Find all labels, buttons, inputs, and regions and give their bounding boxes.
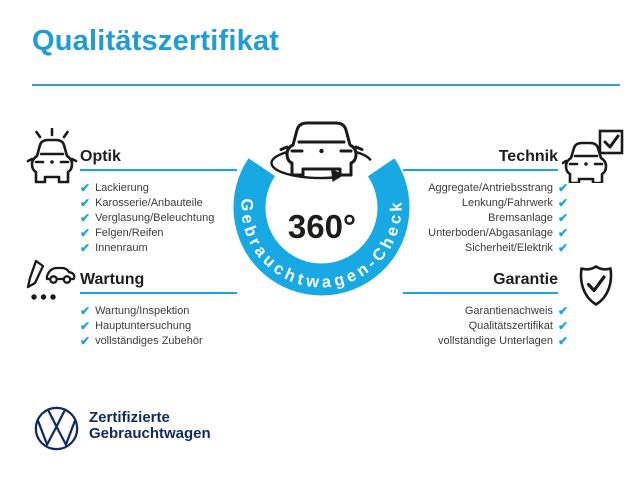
list-item: ✔ Innenraum — [80, 241, 214, 256]
list-item-label: Lackierung — [95, 181, 149, 194]
car-checkbox-icon — [562, 129, 624, 183]
check-icon: ✔ — [557, 210, 568, 225]
list-item: Lenkung/Fahrwerk ✔ — [340, 195, 568, 210]
car-shine-icon — [26, 128, 78, 184]
list-item: Aggregate/Antriebsstrang ✔ — [340, 180, 568, 195]
rotation-arrow-head — [331, 168, 344, 182]
check-icon: ✔ — [80, 318, 91, 333]
page-title: Qualitätszertifikat — [32, 25, 280, 57]
wartung-checklist: ✔ Wartung/Inspektion ✔ Hauptuntersuchung ✔… — [80, 303, 203, 349]
list-item: ✔ Felgen/Reifen — [80, 226, 214, 241]
list-item-label: Hauptuntersuchung — [95, 319, 192, 332]
list-item: ✔ Hauptuntersuchung — [80, 318, 203, 333]
check-icon: ✔ — [557, 180, 568, 195]
list-item: ✔ Wartung/Inspektion — [80, 303, 203, 318]
check-icon: ✔ — [557, 195, 568, 210]
check-icon: ✔ — [557, 318, 568, 333]
brand-wordmark: Zertifizierte Gebrauchtwagen — [89, 410, 211, 441]
list-item: Garantienachweis ✔ — [340, 303, 568, 318]
list-item: ✔ Verglasung/Beleuchtung — [80, 210, 214, 225]
check-icon: ✔ — [80, 226, 91, 241]
list-item: Bremsanlage ✔ — [340, 210, 568, 225]
brand-line1: Zertifizierte — [89, 409, 170, 426]
list-item: ✔ vollständiges Zubehör — [80, 333, 203, 348]
brand-line2: Gebrauchtwagen — [89, 424, 211, 442]
list-item-label: Aggregate/Antriebsstrang — [428, 181, 553, 194]
badge-ring — [233, 158, 410, 296]
section-rule-wartung — [80, 292, 237, 294]
list-item: Qualitätszertifikat ✔ — [340, 318, 568, 333]
list-item: ✔ Lackierung — [80, 180, 214, 195]
list-item-label: Karosserie/Anbauteile — [95, 196, 203, 209]
check-icon: ✔ — [80, 241, 91, 256]
shield-check-icon — [579, 265, 613, 306]
list-item-label: Garantienachweis — [464, 304, 553, 317]
360-check-badge: 360° Gebrauchtwagen-Check — [233, 121, 410, 296]
service-checklist-icon — [26, 259, 76, 300]
badge-center-label: 360° — [288, 208, 356, 245]
list-item-label: Wartung/Inspektion — [95, 304, 190, 317]
list-item-label: Felgen/Reifen — [95, 227, 164, 240]
list-item-label: Verglasung/Beleuchtung — [95, 211, 215, 224]
section-heading-wartung: Wartung — [80, 271, 145, 288]
list-item-label: Innenraum — [95, 242, 148, 255]
vw-logo — [34, 406, 79, 451]
check-icon: ✔ — [80, 195, 91, 210]
check-icon: ✔ — [557, 303, 568, 318]
check-icon: ✔ — [80, 333, 91, 348]
technik-checklist: Aggregate/Antriebsstrang ✔ Lenkung/Fahrwe… — [340, 180, 568, 256]
list-item-label: Sicherheit/Elektrik — [464, 242, 553, 255]
check-icon: ✔ — [557, 241, 568, 256]
list-item-label: vollständiges Zubehör — [95, 334, 203, 347]
list-item-label: Bremsanlage — [488, 211, 553, 224]
section-rule-optik — [80, 169, 237, 171]
title-divider — [32, 84, 620, 86]
list-item: ✔ Karosserie/Anbauteile — [80, 195, 214, 210]
section-heading-technik: Technik — [498, 148, 558, 165]
check-icon: ✔ — [80, 210, 91, 225]
optik-checklist: ✔ Lackierung ✔ Karosserie/Anbauteile ✔ Verg… — [80, 180, 214, 256]
check-icon: ✔ — [80, 180, 91, 195]
check-icon: ✔ — [557, 226, 568, 241]
list-item-label: vollständige Unterlagen — [437, 334, 553, 347]
list-item: Unterboden/Abgasanlage ✔ — [340, 226, 568, 241]
section-rule-technik — [403, 169, 558, 171]
list-item-label: Qualitätszertifikat — [468, 319, 553, 332]
section-heading-garantie: Garantie — [493, 271, 558, 288]
section-heading-optik: Optik — [80, 148, 121, 165]
check-icon: ✔ — [557, 333, 568, 348]
list-item: Sicherheit/Elektrik ✔ — [340, 241, 568, 256]
garantie-checklist: Garantienachweis ✔ Qualitätszertifikat ✔ v… — [340, 303, 568, 349]
list-item-label: Unterboden/Abgasanlage — [428, 227, 553, 240]
list-item: vollständige Unterlagen ✔ — [340, 333, 568, 348]
list-item-label: Lenkung/Fahrwerk — [461, 196, 553, 209]
section-rule-garantie — [403, 292, 558, 294]
check-icon: ✔ — [80, 303, 91, 318]
